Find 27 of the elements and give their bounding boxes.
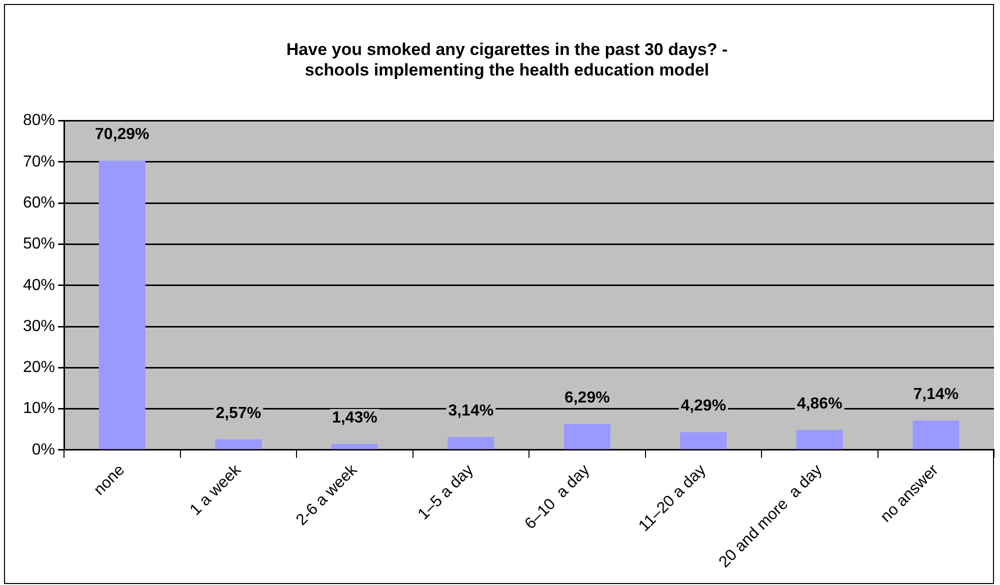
y-tick-label: 0% xyxy=(32,441,56,458)
bar xyxy=(912,420,960,450)
y-tick-label: 10% xyxy=(22,400,56,418)
data-label: 3,14% xyxy=(448,402,494,420)
bar xyxy=(98,160,146,450)
y-tick-label: 50% xyxy=(22,236,56,253)
bar xyxy=(448,437,494,450)
data-label: 4,29% xyxy=(680,398,726,415)
y-tick-label: 80% xyxy=(22,112,56,130)
bar xyxy=(215,439,262,450)
bar xyxy=(680,432,727,450)
data-label: 6,29% xyxy=(564,389,610,406)
bar xyxy=(564,424,610,450)
y-tick-label: 70% xyxy=(22,153,56,170)
data-label: 7,14% xyxy=(913,386,959,403)
data-label: 1,43% xyxy=(332,409,378,426)
y-tick-label: 40% xyxy=(22,276,56,294)
y-tick-label: 60% xyxy=(22,194,56,212)
bar xyxy=(796,430,843,450)
y-tick-label: 20% xyxy=(22,359,56,376)
data-label: 2,57% xyxy=(216,404,262,422)
data-label: 70,29% xyxy=(95,126,150,144)
chart-title: Have you smoked any cigarettes in the past 30 days? - schools implementing the health education model xyxy=(286,40,728,80)
y-tick-label: 30% xyxy=(22,318,56,335)
bar xyxy=(331,444,378,450)
data-label: 4,86% xyxy=(796,395,842,412)
x-tick-label: 1–5 a day xyxy=(415,462,477,524)
